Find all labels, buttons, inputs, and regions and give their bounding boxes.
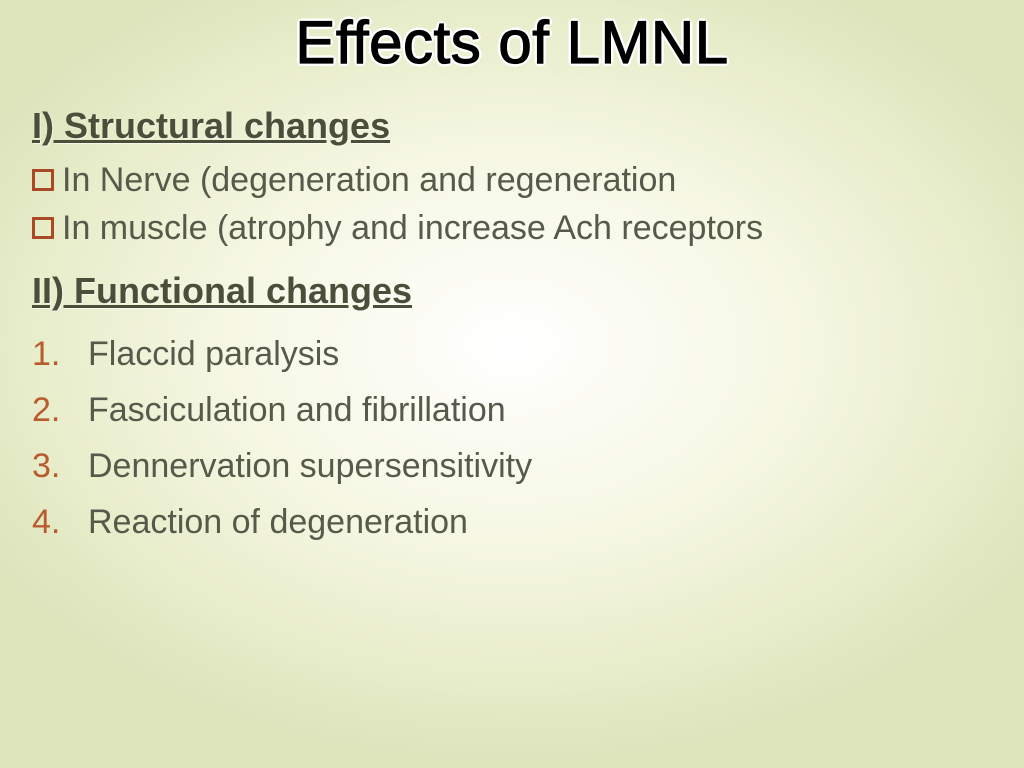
list-item: 4. Reaction of degeneration [32,494,988,550]
functional-numbered-list: 1. Flaccid paralysis 2. Fasciculation an… [36,326,988,550]
list-item: 1. Flaccid paralysis [32,326,988,382]
section-heading-structural: I) Structural changes [32,105,988,147]
item-text: Dennervation supersensitivity [88,438,532,494]
item-text: Flaccid paralysis [88,326,339,382]
item-text: Reaction of degeneration [88,494,468,550]
item-number: 1. [32,326,88,382]
list-item: 3. Dennervation supersensitivity [32,438,988,494]
section-heading-functional: II) Functional changes [32,270,988,312]
list-item: In Nerve (degeneration and regeneration [32,157,988,205]
item-number: 4. [32,494,88,550]
slide: Effects of LMNL I) Structural changes In… [0,0,1024,768]
list-item: 2. Fasciculation and fibrillation [32,382,988,438]
list-item: In muscle (atrophy and increase Ach rece… [32,205,988,253]
structural-bullet-list: In Nerve (degeneration and regeneration … [36,157,988,252]
item-number: 3. [32,438,88,494]
slide-title: Effects of LMNL [36,0,988,77]
square-bullet-icon [32,217,54,239]
square-bullet-icon [32,169,54,191]
bullet-text: In muscle (atrophy and increase Ach rece… [62,205,763,253]
bullet-text: In Nerve (degeneration and regeneration [62,157,676,205]
item-number: 2. [32,382,88,438]
item-text: Fasciculation and fibrillation [88,382,506,438]
